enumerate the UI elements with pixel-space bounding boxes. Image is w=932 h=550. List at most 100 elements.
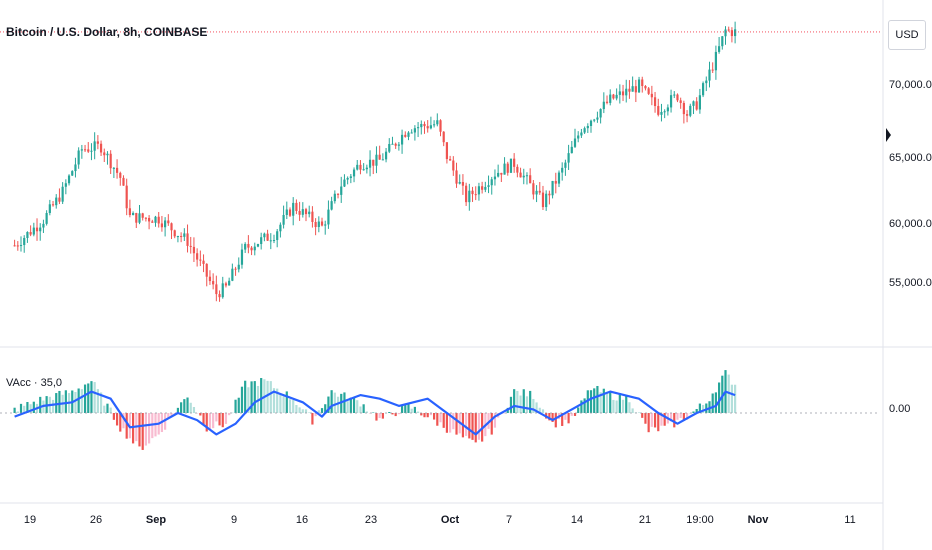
candle-body — [129, 208, 131, 215]
vacc-bar — [126, 413, 128, 439]
candle-body — [609, 95, 611, 103]
candle-body — [705, 81, 707, 84]
candle-body — [202, 261, 204, 264]
candle-body — [68, 176, 70, 184]
candle-body — [151, 221, 153, 222]
candle-body — [632, 86, 634, 92]
candle-body — [190, 246, 192, 247]
candle-body — [158, 217, 160, 224]
candle-body — [542, 193, 544, 207]
indicator-label[interactable]: VAcc · 35,0 — [6, 377, 62, 389]
candle-body — [52, 204, 54, 205]
candle-body — [449, 159, 451, 160]
candle-body — [535, 191, 537, 195]
candle-body — [206, 264, 208, 277]
vacc-bar — [628, 402, 630, 413]
candle-body — [596, 117, 598, 119]
vacc-bar — [295, 405, 297, 413]
candle-body — [388, 144, 390, 152]
vacc-bar — [321, 408, 323, 413]
vacc-bar — [455, 413, 457, 435]
candle-body — [699, 95, 701, 109]
candle-body — [94, 141, 96, 150]
candle-body — [238, 265, 240, 270]
vacc-bar — [228, 413, 230, 415]
candle-body — [215, 284, 217, 294]
candle-body — [545, 194, 547, 207]
vacc-bar — [644, 413, 646, 424]
candle-body — [654, 97, 656, 106]
candle-body — [439, 120, 441, 131]
vacc-bar — [519, 396, 521, 413]
vacc-bar — [266, 381, 268, 413]
x-tick-label: 16 — [296, 514, 308, 526]
vacc-bar — [260, 378, 262, 413]
candle-body — [628, 89, 630, 92]
candle-body — [625, 89, 627, 96]
vacc-bar — [590, 390, 592, 413]
candle-body — [186, 233, 188, 246]
candle-body — [14, 245, 16, 246]
candle-body — [343, 180, 345, 187]
candle-body — [443, 132, 445, 142]
candle-body — [311, 212, 313, 222]
candle-body — [577, 136, 579, 139]
candle-body — [708, 70, 710, 81]
candle-body — [519, 173, 521, 178]
vacc-bar — [398, 413, 400, 414]
candle-body — [420, 124, 422, 127]
candle-body — [619, 91, 621, 94]
vacc-bar — [302, 409, 304, 413]
candles — [14, 22, 737, 302]
symbol-title[interactable]: Bitcoin / U.S. Dollar, 8h, COINBASE — [6, 25, 207, 39]
candle-body — [218, 294, 220, 297]
vacc-bar — [638, 412, 640, 413]
candle-body — [71, 171, 73, 175]
vacc-bar — [734, 385, 736, 413]
y-tick-label: 70,000.00 — [889, 79, 932, 91]
vacc-bar — [436, 413, 438, 426]
y-tick-label: 65,000.00 — [889, 152, 932, 164]
candle-body — [369, 160, 371, 168]
candle-body — [468, 191, 470, 202]
candle-body — [273, 240, 275, 241]
vacc-bar — [311, 413, 313, 425]
candle-body — [734, 29, 736, 36]
candle-body — [196, 253, 198, 259]
vacc-bar — [612, 400, 614, 413]
candle-body — [241, 250, 243, 265]
vacc-bar — [334, 393, 336, 413]
candle-body — [407, 133, 409, 137]
candle-body — [411, 132, 413, 133]
candle-body — [692, 101, 694, 106]
x-tick-label: 7 — [506, 514, 512, 526]
candle-body — [78, 151, 80, 165]
candle-body — [487, 185, 489, 187]
candle-body — [110, 154, 112, 168]
x-tick-label: 23 — [365, 514, 377, 526]
vacc-bar — [353, 397, 355, 413]
candle-body — [507, 164, 509, 173]
candle-body — [132, 213, 134, 215]
vacc-bar — [132, 413, 134, 443]
candle-body — [289, 210, 291, 216]
candle-body — [250, 248, 252, 251]
candle-body — [696, 101, 698, 109]
candle-body — [427, 126, 429, 128]
vacc-bar — [90, 381, 92, 413]
vacc-bar — [254, 381, 256, 413]
candle-body — [340, 187, 342, 195]
vacc-bar — [433, 413, 435, 420]
candle-body — [551, 181, 553, 195]
vacc-bar — [17, 412, 19, 413]
candle-body — [564, 163, 566, 168]
vacc-bar — [39, 397, 41, 413]
vacc-bar — [375, 413, 377, 421]
vacc-bar — [471, 413, 473, 440]
vacc-bar — [427, 413, 429, 417]
vacc-bar — [513, 389, 515, 413]
candle-body — [87, 149, 89, 151]
currency-button[interactable]: USD — [888, 20, 926, 50]
vacc-bar — [58, 391, 60, 413]
